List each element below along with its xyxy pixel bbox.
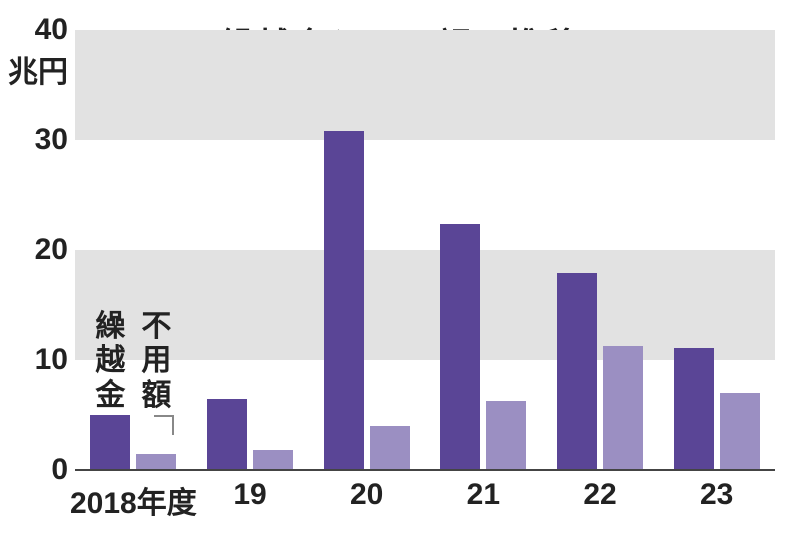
grid-band xyxy=(75,30,775,140)
x-tick: 2018年度 xyxy=(70,478,197,522)
x-tick: 23 xyxy=(700,478,733,512)
bar-carryover xyxy=(557,273,597,470)
bar-carryover xyxy=(90,415,130,470)
bar-unused xyxy=(370,426,410,470)
bar-unused xyxy=(486,401,526,470)
bar-carryover xyxy=(674,348,714,470)
series-label-corner xyxy=(154,415,174,435)
plot-area xyxy=(75,30,775,470)
x-tick: 19 xyxy=(233,478,266,512)
bar-unused xyxy=(253,450,293,470)
y-tick: 0 xyxy=(51,453,68,487)
y-tick: 40 xyxy=(35,13,68,47)
bar-unused xyxy=(136,454,176,471)
y-axis-unit: 兆円 xyxy=(8,47,68,91)
y-tick: 10 xyxy=(35,343,68,377)
bar-unused xyxy=(720,393,760,470)
y-tick: 30 xyxy=(35,123,68,157)
chart-container: 繰越金と不用額の推移 010203040 兆円 2018年度1920212223… xyxy=(0,0,800,546)
bar-carryover xyxy=(207,399,247,471)
grid-band xyxy=(75,250,775,360)
x-tick: 22 xyxy=(583,478,616,512)
series-label-unused: 不 用 額 xyxy=(141,310,171,414)
bar-carryover xyxy=(324,131,364,470)
x-tick: 20 xyxy=(350,478,383,512)
series-label-carryover: 繰 越 金 xyxy=(95,310,125,414)
x-tick: 21 xyxy=(467,478,500,512)
x-axis-line xyxy=(75,469,775,471)
bar-carryover xyxy=(440,224,480,470)
y-tick: 20 xyxy=(35,233,68,267)
bar-unused xyxy=(603,346,643,470)
